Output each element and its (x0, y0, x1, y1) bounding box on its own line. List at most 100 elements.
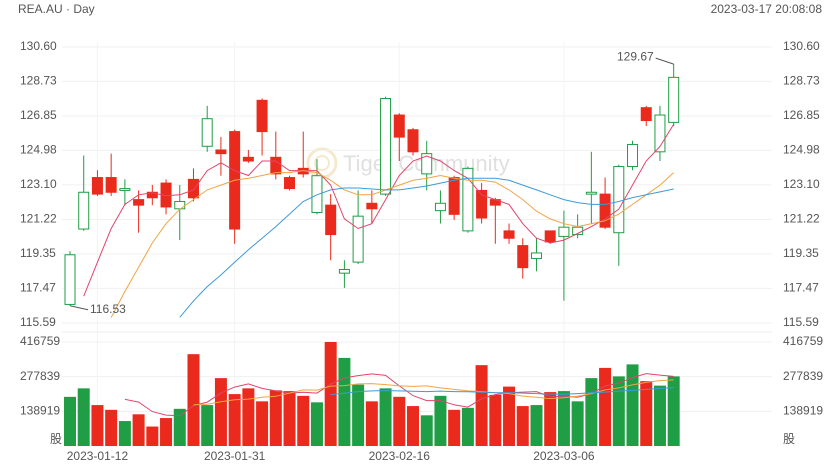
timestamp: 2023-03-17 20:08:08 (711, 2, 823, 16)
volume-bar (118, 421, 131, 446)
candle-body (352, 215, 364, 263)
candle-body (133, 199, 145, 206)
candle-body (558, 226, 570, 237)
candle-body (476, 189, 488, 219)
volume-average-line (330, 387, 674, 396)
volume-unit-right: 股 (783, 432, 795, 446)
volume-bar (132, 414, 145, 446)
candle-body (64, 254, 76, 305)
max-annotation: 129.67 (617, 49, 654, 63)
volume-bar (160, 418, 173, 446)
y-tick-label-right: 121.22 (783, 212, 820, 226)
y-tick-label-right: 130.60 (783, 39, 820, 53)
candle-body (284, 177, 296, 190)
candle-body (640, 107, 652, 122)
y-tick-label-right: 124.98 (783, 143, 820, 157)
moving-average-line (83, 123, 675, 297)
y-tick-label-right: 119.35 (783, 246, 819, 260)
volume-bar (434, 395, 447, 446)
volume-bar (653, 385, 666, 446)
volume-bar (612, 376, 625, 446)
volume-bar (297, 395, 310, 446)
candle-body (215, 149, 227, 155)
volume-bar (146, 426, 159, 446)
volume-bar (228, 394, 241, 446)
volume-bar (489, 394, 502, 446)
min-annotation: 116.53 (90, 302, 126, 316)
y-tick-label: 119.35 (20, 246, 56, 260)
candle-body (668, 76, 680, 123)
candle-body (599, 193, 611, 228)
candle-body (517, 245, 529, 269)
y-tick-label: 124.98 (20, 143, 57, 157)
candle-body (242, 156, 254, 162)
volume-bar (667, 376, 680, 446)
candle-body (187, 178, 199, 199)
candle-body (338, 268, 350, 274)
candle-body (434, 202, 446, 212)
candle-body (448, 177, 460, 215)
candle-body (325, 204, 337, 236)
volume-bar (585, 378, 598, 446)
candle-body (613, 166, 625, 234)
candle-body (654, 114, 666, 153)
volume-bar (379, 388, 392, 446)
volume-tick-label-right: 138919 (783, 404, 823, 418)
y-tick-label: 126.85 (20, 108, 57, 122)
y-tick-label-right: 123.10 (783, 177, 820, 191)
volume-bar (242, 388, 255, 446)
candle-body (201, 118, 213, 147)
volume-bar (544, 392, 557, 446)
volume-bar (503, 386, 516, 446)
volume-bar (91, 405, 104, 446)
candle-body (146, 191, 158, 199)
candle-body (393, 114, 405, 138)
moving-average-line (110, 170, 675, 318)
y-tick-label: 115.59 (20, 315, 56, 329)
candle-body (407, 129, 419, 153)
candle-body (366, 202, 378, 210)
candle-body (585, 191, 597, 195)
candle-body (544, 230, 556, 243)
volume-bar (571, 401, 584, 446)
candle-body (174, 200, 186, 210)
moving-average-line (179, 177, 674, 318)
volume-bar (530, 405, 543, 446)
volume-tick-label: 138919 (20, 404, 60, 418)
volume-bar (599, 367, 612, 446)
volume-bar (338, 357, 351, 446)
x-tick-label: 2023-02-16 (369, 449, 431, 463)
volume-bar (173, 408, 186, 446)
volume-bar (283, 391, 296, 446)
volume-bar (420, 415, 433, 446)
volume-bar (365, 401, 378, 446)
volume-bar (310, 402, 323, 446)
volume-tick-label-right: 416759 (783, 334, 823, 348)
y-tick-label: 117.47 (20, 281, 56, 295)
y-tick-label-right: 117.47 (783, 281, 819, 295)
volume-bar (64, 396, 76, 446)
volume-bar (475, 365, 488, 446)
y-tick-label: 128.73 (20, 74, 57, 88)
volume-bar (187, 354, 200, 446)
volume-bar (214, 378, 227, 446)
chart-title: REA.AU · Day (18, 2, 95, 16)
volume-bar (77, 388, 90, 446)
candle-body (462, 167, 474, 232)
max-leader (655, 57, 674, 65)
candle-body (256, 99, 268, 133)
volume-bar (448, 409, 461, 446)
volume-bar (201, 405, 214, 446)
y-tick-label: 121.22 (20, 212, 57, 226)
y-tick-label: 130.60 (20, 39, 57, 53)
volume-tick-label-right: 277839 (783, 369, 823, 383)
volume-bar (324, 342, 337, 446)
volume-bar (557, 391, 570, 446)
min-leader (69, 305, 89, 311)
volume-bar (407, 406, 419, 446)
volume-unit: 股 (50, 432, 62, 446)
candle-body (503, 230, 515, 239)
y-tick-label-right: 126.85 (783, 108, 820, 122)
candle-body (105, 177, 117, 193)
